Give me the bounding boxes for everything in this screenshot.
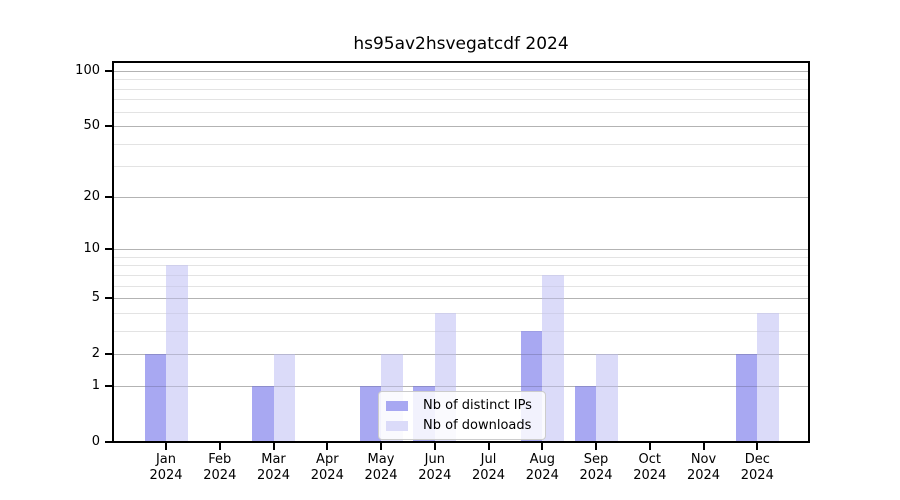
chart-title: hs95av2hsvegatcdf 2024	[353, 34, 569, 54]
bar-sep-downloads	[596, 353, 618, 443]
x-tick-label-sep: Sep 2024	[579, 452, 613, 483]
gridline-30	[112, 165, 810, 167]
bar-jan-downloads	[166, 265, 188, 443]
x-tick-label-jan: Jan 2024	[149, 452, 183, 483]
y-tick-label-5: 5	[91, 290, 100, 305]
y-tick-mark-100	[105, 70, 112, 72]
x-tick-label-oct: Oct 2024	[633, 452, 667, 483]
x-tick-mark-sep	[595, 443, 597, 450]
gridline-40	[112, 143, 810, 145]
x-tick-label-aug: Aug 2024	[525, 452, 559, 483]
x-tick-label-jun: Jun 2024	[418, 452, 452, 483]
y-tick-mark-1	[105, 385, 112, 388]
gridline-1	[112, 386, 810, 388]
gridline-80	[112, 88, 810, 90]
gridline-90	[112, 79, 810, 81]
legend-item-downloads: Nb of downloads	[386, 418, 537, 433]
x-tick-label-jul: Jul 2024	[471, 452, 506, 483]
x-tick-mark-dec	[756, 443, 759, 450]
x-tick-mark-jun	[433, 443, 436, 450]
gridline-8	[112, 265, 810, 267]
x-tick-label-nov: Nov 2024	[686, 452, 721, 483]
x-tick-label-mar: Mar 2024	[256, 452, 291, 483]
y-tick-label-100: 100	[75, 63, 100, 78]
bars-layer	[112, 61, 810, 443]
gridline-5	[112, 298, 810, 299]
bar-jan-distinct-ips	[144, 353, 166, 443]
legend-label-distinct-ips: Nb of distinct IPs	[423, 398, 532, 413]
x-tick-mark-apr	[326, 443, 329, 450]
legend-swatch-downloads	[386, 420, 408, 431]
y-tick-label-1: 1	[91, 378, 100, 394]
bar-mar-distinct-ips	[252, 386, 274, 443]
bar-sep-distinct-ips	[574, 386, 596, 443]
y-tick-label-2: 2	[91, 345, 100, 361]
x-tick-label-feb: Feb 2024	[203, 452, 237, 483]
gridline-4	[112, 312, 810, 314]
legend-swatch-distinct-ips	[386, 400, 408, 411]
x-tick-mark-aug	[541, 443, 544, 450]
y-tick-mark-0	[105, 441, 112, 443]
legend: Nb of distinct IPs Nb of downloads	[378, 391, 546, 440]
gridline-50	[112, 125, 810, 127]
gridline-9	[112, 256, 810, 258]
x-tick-label-apr: Apr 2024	[310, 452, 344, 483]
gridline-2	[112, 353, 810, 355]
gridline-20	[112, 197, 810, 199]
gridline-100	[112, 71, 810, 72]
plot-area: Nb of distinct IPs Nb of downloads	[112, 61, 810, 443]
x-tick-mark-feb	[218, 443, 221, 450]
x-tick-mark-jul	[487, 443, 490, 450]
x-tick-mark-may	[380, 443, 382, 450]
y-tick-label-20: 20	[83, 189, 100, 205]
bar-aug-downloads	[542, 274, 564, 443]
y-tick-mark-10	[105, 248, 112, 251]
gridline-60	[112, 111, 810, 113]
y-tick-label-50: 50	[83, 117, 100, 133]
y-tick-mark-5	[105, 297, 112, 299]
gridline-70	[112, 99, 810, 101]
gridline-6	[112, 285, 810, 287]
x-tick-mark-oct	[648, 443, 651, 450]
bar-dec-distinct-ips	[735, 353, 758, 443]
bar-dec-downloads	[757, 312, 779, 443]
y-tick-label-10: 10	[83, 241, 100, 257]
gridline-10	[112, 249, 810, 251]
y-tick-mark-2	[105, 352, 112, 355]
legend-item-distinct-ips: Nb of distinct IPs	[386, 398, 537, 413]
y-tick-mark-20	[105, 196, 112, 199]
x-tick-mark-nov	[702, 443, 705, 450]
x-tick-label-may: May 2024	[364, 452, 398, 483]
gridlines-under	[112, 61, 810, 443]
bar-mar-downloads	[273, 353, 295, 443]
gridline-3	[112, 330, 810, 332]
bar-may-distinct-ips	[359, 386, 381, 443]
x-tick-mark-mar	[272, 443, 275, 450]
x-tick-mark-jan	[165, 443, 167, 450]
x-tick-label-dec: Dec 2024	[740, 452, 774, 483]
y-tick-label-0: 0	[91, 434, 100, 449]
legend-label-downloads: Nb of downloads	[423, 418, 532, 433]
gridline-7	[112, 274, 810, 276]
y-tick-mark-50	[105, 124, 112, 127]
